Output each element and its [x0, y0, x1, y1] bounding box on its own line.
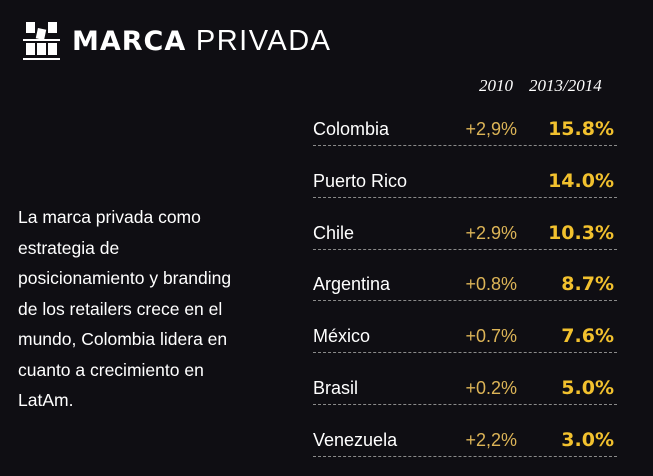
page-title: MARCA PRIVADA: [72, 25, 332, 57]
value-2013-2014: 5.0%: [561, 377, 614, 399]
value-2010: +2,2%: [465, 429, 517, 450]
table-row: Brasil +0.2% 5.0%: [313, 376, 617, 405]
column-header-2010: 2010: [479, 76, 513, 95]
table-row: Chile +2.9% 10.3%: [313, 221, 617, 250]
table-row: Venezuela +2,2% 3.0%: [313, 428, 617, 457]
country-name: Argentina: [313, 274, 391, 295]
value-2010: +2,9%: [465, 119, 517, 139]
shelf-products-icon: [23, 22, 60, 60]
value-2013-2014: 10.3%: [548, 221, 614, 244]
country-name: Colombia: [313, 119, 390, 139]
table-row: Colombia +2,9% 15.8%: [313, 117, 617, 146]
country-name: Puerto Rico: [313, 170, 408, 191]
value-2013-2014: 3.0%: [561, 428, 614, 451]
description-text: La marca privada como estrategia de posi…: [18, 207, 232, 410]
country-name: México: [313, 326, 371, 347]
value-2013-2014: 15.8%: [548, 118, 614, 140]
value-2010: +0.8%: [465, 274, 517, 295]
value-2010: +0.7%: [465, 326, 517, 347]
country-name: Brasil: [313, 378, 359, 398]
table-row: Puerto Rico 14.0%: [313, 169, 617, 198]
value-2013-2014: 8.7%: [561, 273, 614, 296]
column-header-2013-2014: 2013/2014: [529, 76, 602, 95]
table-row: México +0.7% 7.6%: [313, 324, 617, 354]
country-name: Venezuela: [313, 429, 398, 450]
value-2010: +0.2%: [465, 378, 517, 398]
table-row: Argentina +0.8% 8.7%: [313, 272, 617, 302]
country-name: Chile: [313, 222, 355, 243]
value-2013-2014: 7.6%: [561, 325, 614, 348]
value-2010: +2.9%: [465, 222, 517, 243]
value-2013-2014: 14.0%: [548, 169, 614, 192]
